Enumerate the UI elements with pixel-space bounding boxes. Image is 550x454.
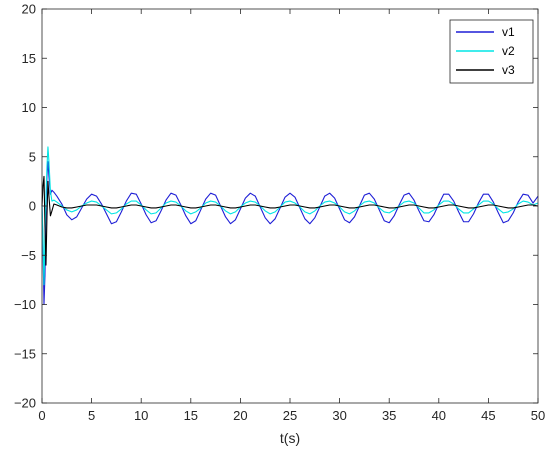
- series-layer: [41, 146, 539, 306]
- x-axis-label: t(s): [280, 430, 300, 446]
- series-line-v3: [41, 175, 539, 266]
- y-tick-label: 10: [22, 100, 36, 115]
- x-tick-label: 10: [134, 408, 148, 423]
- x-tick-label: 15: [184, 408, 198, 423]
- series-line-v1: [41, 161, 539, 306]
- y-tick-label: 5: [29, 149, 36, 164]
- y-tick-label: 0: [29, 199, 36, 214]
- x-axis-ticks: 0 5 10 15 20 25 30 35 40 45 50: [38, 9, 545, 423]
- y-tick-label: −15: [14, 346, 36, 361]
- y-tick-label: 20: [22, 2, 36, 17]
- x-tick-label: 50: [531, 408, 545, 423]
- x-tick-label: 40: [432, 408, 446, 423]
- y-tick-label: −10: [14, 297, 36, 312]
- x-tick-label: 45: [481, 408, 495, 423]
- legend[interactable]: v1 v2 v3: [449, 19, 534, 84]
- y-tick-label: 15: [22, 51, 36, 66]
- x-tick-label: 25: [283, 408, 297, 423]
- series-line-v2: [41, 146, 539, 286]
- x-tick-label: 5: [88, 408, 95, 423]
- legend-label-v1: v1: [502, 25, 515, 39]
- y-axis-ticks: −20 −15 −10 −5 0 5 10 15 20: [14, 2, 538, 411]
- y-tick-label: −5: [21, 248, 36, 263]
- y-tick-label: −20: [14, 396, 36, 411]
- x-tick-label: 20: [233, 408, 247, 423]
- legend-label-v2: v2: [502, 44, 515, 58]
- x-tick-label: 30: [332, 408, 346, 423]
- x-tick-label: 0: [38, 408, 45, 423]
- x-tick-label: 35: [382, 408, 396, 423]
- legend-label-v3: v3: [502, 63, 515, 77]
